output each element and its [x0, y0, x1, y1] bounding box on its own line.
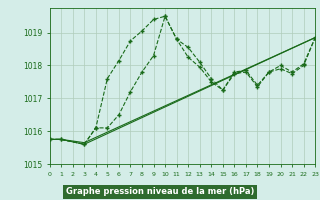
Text: Graphe pression niveau de la mer (hPa): Graphe pression niveau de la mer (hPa)	[66, 188, 254, 196]
